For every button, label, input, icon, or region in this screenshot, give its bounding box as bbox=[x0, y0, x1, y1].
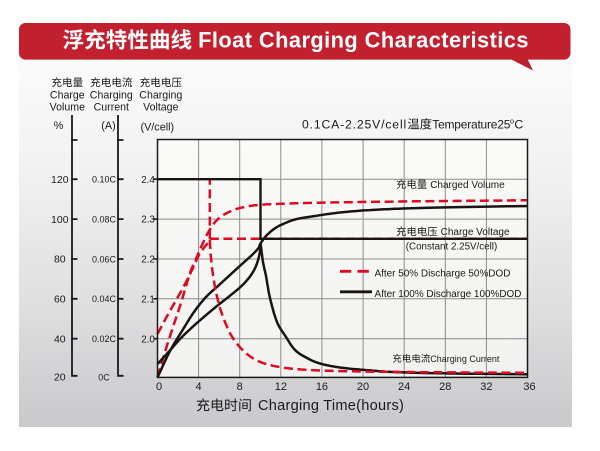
svg-text:12: 12 bbox=[275, 381, 287, 393]
svg-text:0.08C: 0.08C bbox=[92, 215, 117, 225]
svg-text:0.06C: 0.06C bbox=[92, 254, 117, 264]
svg-text:36: 36 bbox=[523, 381, 535, 393]
svg-text:60: 60 bbox=[54, 294, 66, 306]
svg-text:80: 80 bbox=[54, 254, 66, 266]
svg-text:C: C bbox=[514, 118, 523, 132]
svg-text:2.1: 2.1 bbox=[141, 294, 155, 305]
svg-text:(Constant 2.25V/cell): (Constant 2.25V/cell) bbox=[406, 242, 497, 253]
svg-text:Float Charging Characteristics: Float Charging Characteristics bbox=[198, 28, 529, 53]
svg-text:Charged Volume: Charged Volume bbox=[430, 180, 505, 191]
svg-text:o: o bbox=[510, 117, 514, 126]
svg-text:2.2: 2.2 bbox=[141, 255, 155, 266]
svg-text:2.3: 2.3 bbox=[141, 215, 155, 226]
svg-text:Charge Voltage: Charge Voltage bbox=[441, 227, 510, 238]
svg-text:28: 28 bbox=[439, 381, 451, 393]
svg-text:0C: 0C bbox=[98, 372, 110, 382]
svg-text:24: 24 bbox=[398, 381, 410, 393]
svg-text:16: 16 bbox=[316, 381, 328, 393]
svg-text:Voltage: Voltage bbox=[143, 101, 178, 113]
svg-text:0.04C: 0.04C bbox=[92, 294, 117, 304]
svg-text:Charging Current: Charging Current bbox=[430, 354, 500, 364]
svg-text:20: 20 bbox=[54, 372, 66, 384]
svg-text:%: % bbox=[54, 120, 64, 132]
svg-text:20: 20 bbox=[357, 381, 369, 393]
svg-text:4: 4 bbox=[196, 381, 202, 393]
svg-text:8: 8 bbox=[237, 381, 243, 393]
svg-text:After 50% Discharge 50%DOD: After 50% Discharge 50%DOD bbox=[375, 268, 511, 279]
svg-text:100: 100 bbox=[51, 214, 69, 226]
svg-text:Charging: Charging bbox=[139, 89, 182, 101]
svg-text:Current: Current bbox=[94, 101, 129, 113]
svg-text:2.4: 2.4 bbox=[141, 175, 155, 186]
svg-text:Volume: Volume bbox=[50, 101, 85, 113]
svg-text:0.10C: 0.10C bbox=[92, 175, 117, 185]
svg-text:Charging: Charging bbox=[90, 89, 133, 101]
svg-text:Charging Time(hours): Charging Time(hours) bbox=[258, 398, 404, 414]
svg-text:2.0: 2.0 bbox=[141, 334, 155, 345]
svg-text:0.02C: 0.02C bbox=[92, 334, 117, 344]
svg-text:120: 120 bbox=[51, 174, 69, 186]
svg-text:Temperature25: Temperature25 bbox=[432, 118, 510, 132]
svg-text:0.1CA-2.25V/cell: 0.1CA-2.25V/cell bbox=[302, 118, 407, 132]
svg-text:(V/cell): (V/cell) bbox=[141, 122, 175, 134]
svg-text:After 100% Discharge 100%DOD: After 100% Discharge 100%DOD bbox=[375, 289, 522, 300]
svg-text:32: 32 bbox=[480, 381, 492, 393]
svg-text:0: 0 bbox=[156, 381, 162, 393]
svg-text:(A): (A) bbox=[101, 120, 115, 132]
svg-text:Charge: Charge bbox=[50, 89, 85, 101]
svg-text:40: 40 bbox=[54, 333, 66, 345]
